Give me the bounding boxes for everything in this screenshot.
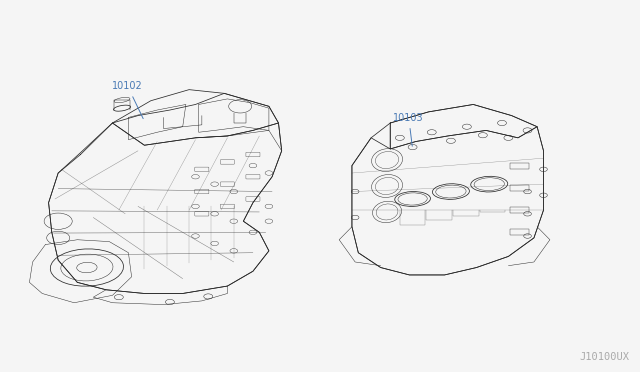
Text: 10103: 10103 bbox=[394, 113, 424, 146]
Bar bbox=[509, 230, 529, 235]
Text: 10102: 10102 bbox=[113, 81, 143, 119]
Text: J10100UX: J10100UX bbox=[580, 352, 630, 362]
Ellipse shape bbox=[114, 97, 130, 103]
Bar bbox=[509, 185, 529, 191]
Bar bbox=[509, 163, 529, 169]
Bar bbox=[509, 207, 529, 213]
